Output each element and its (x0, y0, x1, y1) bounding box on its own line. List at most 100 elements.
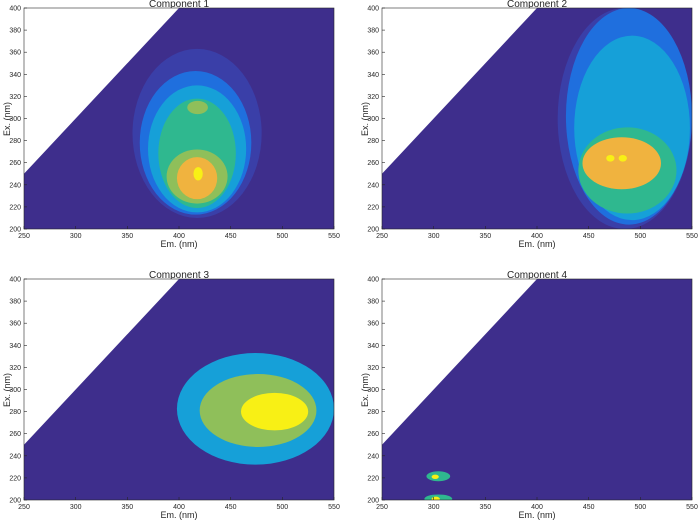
axes: 250 300 350 400 450 500 550 200 220 240 260 280 300 3… (9, 277, 340, 512)
y-tick-label: 280 (367, 138, 379, 145)
y-tick-label: 360 (367, 50, 379, 57)
y-tick-label: 200 (9, 227, 21, 234)
y-tick-label: 300 (9, 116, 21, 123)
x-tick-label: 450 (583, 504, 595, 511)
x-tick-label: 550 (328, 233, 340, 240)
axes: 250 300 350 400 450 500 550 200 220 240 260 280 300 3… (367, 6, 698, 241)
y-tick-label: 220 (367, 204, 379, 211)
y-tick-label: 400 (9, 6, 21, 13)
plot-area (24, 8, 334, 229)
x-axis-label: Em. (nm) (161, 239, 198, 249)
y-tick-label: 340 (367, 72, 379, 79)
contour-level-6 (582, 137, 661, 190)
x-tick-label: 300 (428, 504, 440, 511)
x-tick-label: 500 (634, 504, 646, 511)
x-tick-label: 400 (531, 504, 543, 511)
x-tick-label: 350 (121, 504, 133, 511)
y-axis-label: Ex. (nm) (360, 373, 370, 407)
panel-component-3: Component 3 250 300 350 400 450 500 5502002202… (2, 270, 340, 520)
x-axis-label: Em. (nm) (161, 510, 198, 520)
blank-region (24, 8, 179, 174)
y-tick-label: 400 (367, 277, 379, 284)
y-tick-label: 200 (9, 498, 21, 505)
x-tick-label: 500 (276, 504, 288, 511)
x-tick-label: 400 (173, 233, 185, 240)
x-tick-label: 400 (531, 233, 543, 240)
y-tick-label: 380 (367, 28, 379, 35)
y-tick-label: 220 (367, 475, 379, 482)
y-axis-label: Ex. (nm) (2, 373, 12, 407)
panel-title: Component 2 (507, 0, 567, 10)
y-tick-label: 360 (367, 321, 379, 328)
contour-level-7 (431, 474, 439, 480)
x-tick-label: 250 (18, 504, 30, 511)
y-tick-label: 220 (9, 204, 21, 211)
blank-region (24, 279, 179, 445)
y-tick-label: 360 (9, 50, 21, 57)
x-tick-label: 550 (328, 504, 340, 511)
y-tick-label: 320 (367, 94, 379, 101)
x-tick-label: 400 (173, 504, 185, 511)
plot-area (382, 279, 692, 500)
x-axis-label: Em. (nm) (519, 239, 556, 249)
y-tick-label: 340 (9, 343, 21, 350)
y-tick-label: 400 (367, 6, 379, 13)
y-tick-label: 380 (9, 299, 21, 306)
x-tick-label: 300 (70, 233, 82, 240)
axes: 250 300 350 400 450 500 550 200 220 240 260 280 300 3… (9, 6, 340, 241)
panel-component-4: Component 4 250 300 350 400 450 500 5502002202… (360, 270, 698, 520)
y-tick-label: 320 (9, 365, 21, 372)
x-tick-label: 300 (70, 504, 82, 511)
y-tick-label: 200 (367, 498, 379, 505)
y-tick-label: 240 (367, 453, 379, 460)
plot-area (382, 8, 692, 229)
contour-level-7 (241, 392, 309, 431)
x-tick-label: 450 (225, 233, 237, 240)
y-tick-label: 360 (9, 321, 21, 328)
y-tick-label: 380 (9, 28, 21, 35)
x-tick-label: 550 (686, 233, 698, 240)
x-tick-label: 250 (18, 233, 30, 240)
y-tick-label: 240 (9, 453, 21, 460)
x-tick-label: 250 (376, 233, 388, 240)
y-tick-label: 400 (9, 277, 21, 284)
y-tick-label: 280 (367, 409, 379, 416)
y-tick-label: 340 (367, 343, 379, 350)
y-tick-label: 380 (367, 299, 379, 306)
contour-level-7 (606, 154, 615, 162)
y-tick-label: 280 (9, 409, 21, 416)
y-tick-label: 260 (9, 160, 21, 167)
y-tick-label: 220 (9, 475, 21, 482)
y-tick-label: 320 (367, 365, 379, 372)
y-tick-label: 280 (9, 138, 21, 145)
panel-title: Component 4 (507, 270, 567, 281)
contour-level-7 (193, 167, 203, 181)
y-tick-label: 300 (9, 387, 21, 394)
x-tick-label: 500 (634, 233, 646, 240)
y-tick-label: 320 (9, 94, 21, 101)
blank-region (382, 8, 537, 174)
y-tick-label: 240 (9, 182, 21, 189)
y-tick-label: 260 (367, 160, 379, 167)
x-tick-label: 350 (121, 233, 133, 240)
x-tick-label: 450 (225, 504, 237, 511)
y-tick-label: 240 (367, 182, 379, 189)
panel-title: Component 3 (149, 270, 209, 281)
x-tick-label: 450 (583, 233, 595, 240)
x-tick-label: 550 (686, 504, 698, 511)
contour-level-7 (618, 154, 627, 162)
panel-title: Component 1 (149, 0, 209, 10)
contour-level-5 (187, 100, 208, 115)
y-tick-label: 300 (367, 116, 379, 123)
panel-component-1: Component 1 250 300 350 400 450 500 5502002202… (2, 0, 340, 249)
x-tick-label: 350 (479, 504, 491, 511)
y-tick-label: 300 (367, 387, 379, 394)
y-tick-label: 260 (9, 431, 21, 438)
panel-component-2: Component 2 250 300 350 400 450 500 5502002202… (360, 0, 698, 249)
x-tick-label: 250 (376, 504, 388, 511)
y-tick-label: 340 (9, 72, 21, 79)
x-axis-label: Em. (nm) (519, 510, 556, 520)
y-tick-label: 200 (367, 227, 379, 234)
y-tick-label: 260 (367, 431, 379, 438)
axes: 250 300 350 400 450 500 550 200 220 240 260 280 300 3… (367, 277, 698, 512)
